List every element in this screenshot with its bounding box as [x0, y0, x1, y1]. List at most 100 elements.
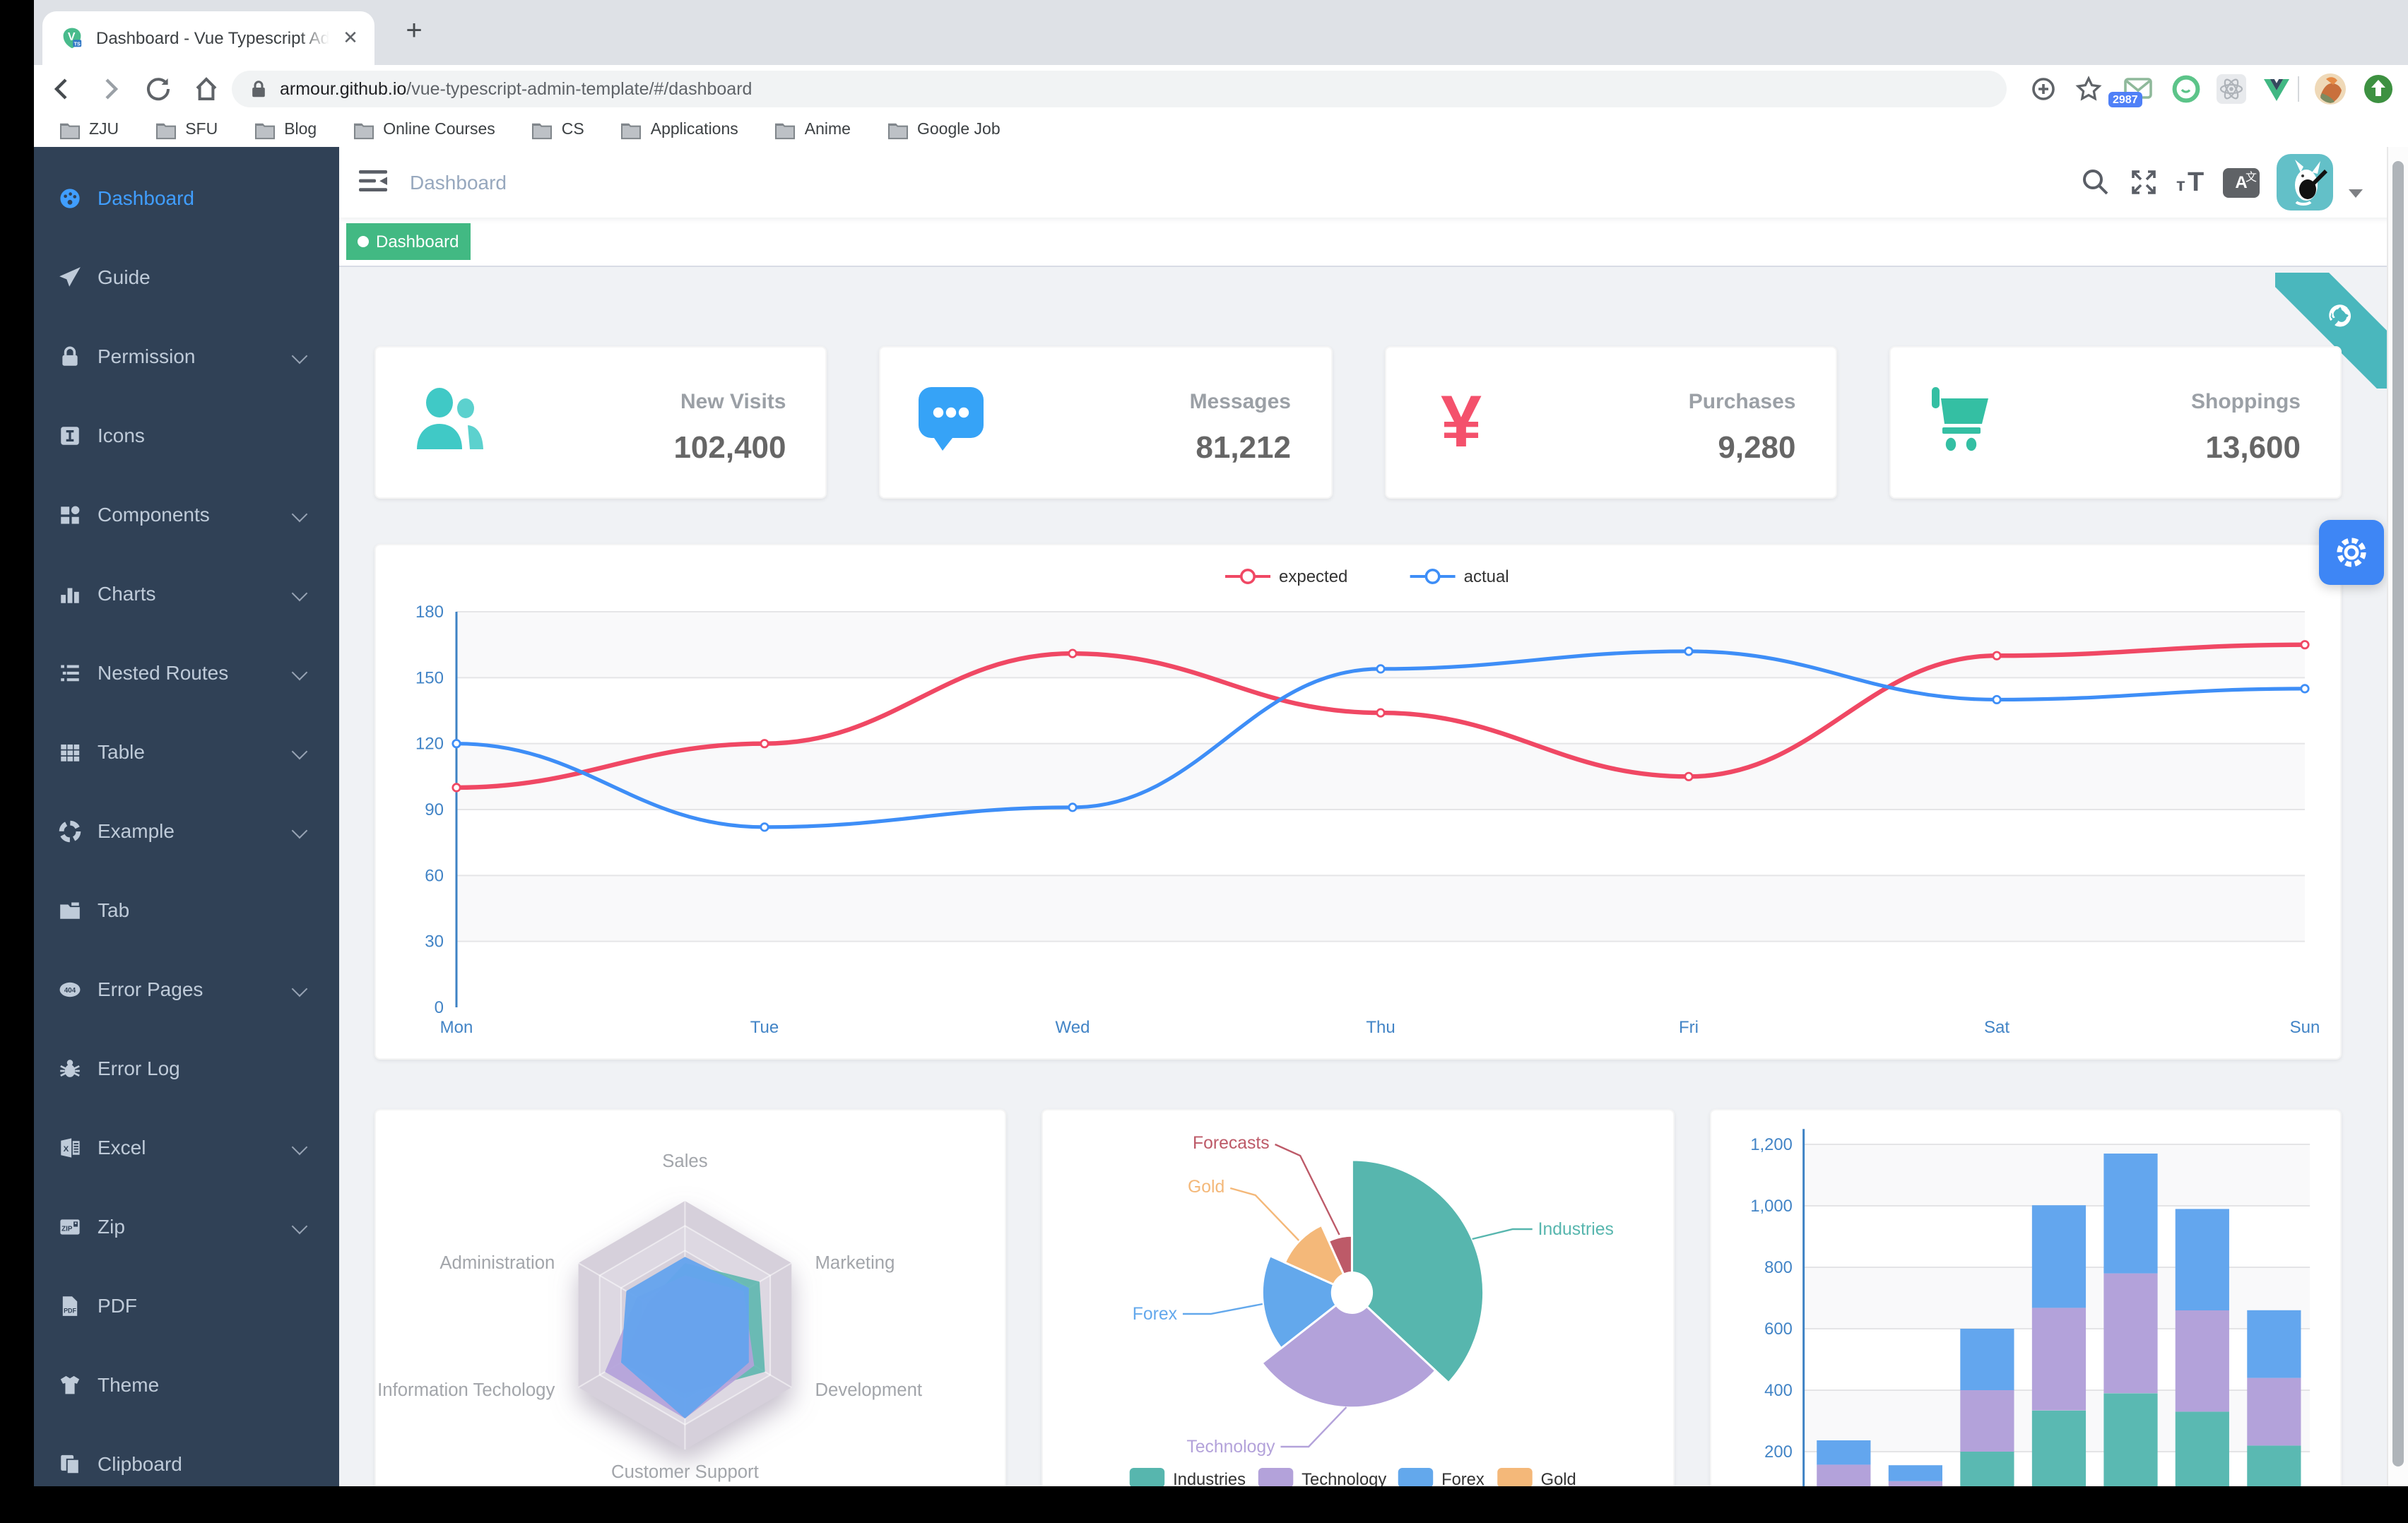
sidebar-item-permission[interactable]: Permission [34, 316, 339, 396]
toolbar-separator [2298, 76, 2299, 102]
sidebar-item-label: Table [98, 740, 145, 763]
pie-legend-item-technology[interactable]: Technology [1258, 1468, 1387, 1486]
sidebar-item-label: Icons [98, 424, 145, 446]
url-text: armour.github.io/vue-typescript-admin-te… [280, 71, 752, 107]
forward-icon[interactable] [96, 75, 124, 103]
svg-text:Industries: Industries [1538, 1219, 1614, 1239]
tag-dashboard[interactable]: Dashboard [346, 223, 471, 260]
zoom-plus-icon[interactable] [2029, 75, 2058, 103]
sidebar-item-clipboard[interactable]: Clipboard [34, 1424, 339, 1486]
svg-text:Marketing: Marketing [815, 1253, 895, 1273]
screen-edge-left [0, 0, 34, 1523]
sidebar-item-zip[interactable]: ZIP Zip [34, 1187, 339, 1266]
profile-avatar[interactable] [2315, 73, 2346, 105]
bookmark-item[interactable]: CS [532, 121, 584, 139]
charts-icon [58, 581, 82, 605]
lock-icon [252, 81, 265, 97]
tag-label: Dashboard [376, 232, 459, 251]
stat-card-purchases[interactable]: ¥ Purchases 9,280 [1384, 346, 1837, 499]
legend-item-expected[interactable]: expected [1225, 567, 1347, 586]
reload-icon[interactable] [144, 75, 172, 103]
bookmarks-bar: ZJU SFU Blog Online Courses CS Applications An… [34, 113, 2408, 148]
pie-legend-item-gold[interactable]: Gold [1497, 1468, 1576, 1486]
svg-text:180: 180 [415, 603, 444, 622]
fullscreen-icon[interactable] [2128, 167, 2159, 198]
browser-chrome: V TS Dashboard - Vue Typescript Ad ✕ + ar… [34, 0, 2408, 148]
pie-slice-forex[interactable] [1261, 1254, 1354, 1350]
folder-icon [775, 122, 796, 139]
bookmark-item[interactable]: Blog [254, 121, 317, 139]
bookmark-item[interactable]: SFU [155, 121, 218, 139]
extension-vue-icon[interactable] [2261, 73, 2292, 105]
github-octocat-icon [2329, 304, 2351, 327]
pie-slice-technology[interactable] [1261, 1291, 1438, 1409]
sidebar-item-nested-routes[interactable]: Nested Routes [34, 633, 339, 712]
svg-text:V: V [68, 31, 76, 43]
bookmark-label: SFU [185, 122, 218, 138]
excel-icon: X [58, 1135, 82, 1159]
folder-icon [354, 122, 374, 139]
sidebar-item-example[interactable]: Example [34, 791, 339, 870]
stat-card-messages[interactable]: Messages 81,212 [879, 346, 1332, 499]
sidebar-item-error-pages[interactable]: 404 Error Pages [34, 949, 339, 1029]
sidebar-item-label: Excel [98, 1136, 146, 1158]
bookmark-item[interactable]: ZJU [59, 121, 119, 139]
sidebar-item-dashboard[interactable]: Dashboard [34, 158, 339, 237]
svg-text:т: т [2176, 174, 2185, 195]
new-tab-button[interactable]: + [406, 16, 423, 47]
pie-legend-item-forex[interactable]: Forex [1398, 1468, 1485, 1486]
sidebar-item-pdf[interactable]: PDF PDF [34, 1266, 339, 1345]
tags-view-bar: Dashboard [339, 218, 2408, 267]
example-icon [58, 819, 82, 843]
extension-circle-icon[interactable] [2171, 73, 2202, 105]
sidebar-item-theme[interactable]: Theme [34, 1345, 339, 1424]
svg-text:TS: TS [74, 40, 81, 47]
stat-card-new-visits[interactable]: New Visits 102,400 [374, 346, 827, 499]
sidebar-toggle-icon[interactable] [359, 170, 387, 195]
sidebar-item-label: Example [98, 819, 175, 842]
back-icon[interactable] [48, 75, 76, 103]
bookmark-item[interactable]: Google Job [887, 121, 1001, 139]
sidebar-item-excel[interactable]: X Excel [34, 1108, 339, 1187]
browser-tab[interactable]: V TS Dashboard - Vue Typescript Ad ✕ [42, 11, 374, 65]
sidebar-item-label: Guide [98, 266, 150, 288]
pie-slice-gold[interactable] [1284, 1223, 1355, 1295]
user-avatar[interactable] [2277, 154, 2333, 211]
sidebar-item-error-log[interactable]: Error Log [34, 1029, 339, 1108]
settings-button[interactable] [2319, 520, 2384, 585]
bookmark-star-icon[interactable] [2074, 75, 2103, 103]
legend-item-actual[interactable]: actual [1410, 567, 1509, 586]
gear-icon [2337, 538, 2366, 567]
extension-react-icon[interactable] [2216, 73, 2247, 105]
stat-value: 13,600 [2205, 429, 2301, 465]
stat-value: 102,400 [673, 429, 786, 465]
bookmark-item[interactable]: Applications [621, 121, 738, 139]
tab-icon [58, 898, 82, 922]
components-icon [58, 502, 82, 526]
sidebar-item-icons[interactable]: Icons [34, 396, 339, 475]
address-bar[interactable]: armour.github.io/vue-typescript-admin-te… [232, 71, 2007, 107]
stat-label: Messages [1189, 390, 1291, 414]
github-corner-ribbon[interactable] [2275, 273, 2391, 389]
bookmark-item[interactable]: Anime [775, 121, 851, 139]
home-icon[interactable] [192, 75, 220, 103]
tab-close-icon[interactable]: ✕ [343, 27, 358, 48]
stat-value: 81,212 [1196, 429, 1291, 465]
bookmark-item[interactable]: Online Courses [353, 121, 495, 139]
sidebar-item-table[interactable]: Table [34, 712, 339, 791]
stat-card-shoppings[interactable]: Shoppings 13,600 [1889, 346, 2342, 499]
scrollbar-thumb[interactable] [2392, 161, 2404, 1466]
sidebar-item-guide[interactable]: Guide [34, 237, 339, 316]
sidebar-item-tab[interactable]: Tab [34, 870, 339, 949]
avatar-dropdown-caret[interactable] [2349, 189, 2363, 198]
sidebar-item-charts[interactable]: Charts [34, 554, 339, 633]
svg-text:Forecasts: Forecasts [1193, 1133, 1270, 1153]
search-icon[interactable] [2080, 167, 2111, 198]
sidebar-item-components[interactable]: Components [34, 475, 339, 554]
folder-icon [887, 122, 909, 139]
svg-text:Forex: Forex [1133, 1304, 1178, 1324]
pie-legend-item-industries[interactable]: Industries [1130, 1468, 1246, 1486]
browser-update-icon[interactable] [2363, 73, 2394, 105]
